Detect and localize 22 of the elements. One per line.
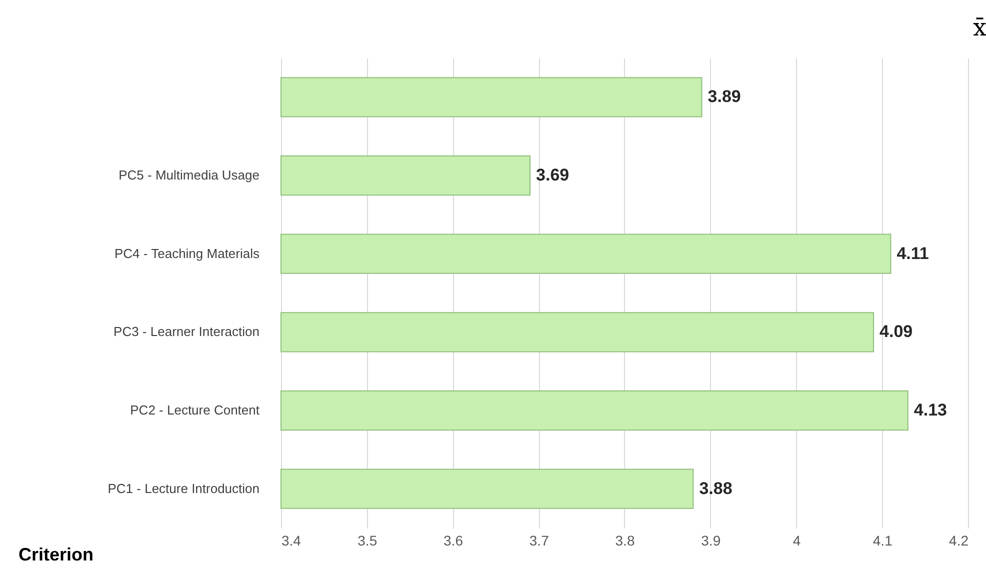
x-tick-label: 3.5	[358, 532, 378, 548]
y-tick-label: PC2 - Lecture Content	[130, 402, 260, 418]
x-tick-label: 3.4	[282, 532, 302, 548]
y-tick-label: PC3 - Learner Interaction	[114, 324, 260, 340]
x-tick-label: 4.2	[949, 532, 969, 548]
x-tick-label: 3.9	[701, 532, 721, 548]
x-tick-label: 3.8	[615, 532, 635, 548]
data-label: 4.13	[914, 400, 947, 420]
y-tick-label: PC5 - Multimedia Usage	[118, 168, 260, 182]
x-tick-label: 4.1	[872, 532, 893, 548]
data-label: 4.09	[880, 322, 913, 342]
x-tick-label: 4	[792, 532, 801, 548]
x-tick-label: 3.7	[529, 532, 550, 548]
y-tick-label: PC4 - Teaching Materials	[114, 246, 260, 261]
data-label: 3.69	[536, 166, 570, 184]
y-tick-label: PC1 - Lecture Introduction	[108, 480, 260, 496]
x-tick-label: 3.6	[444, 532, 464, 548]
data-label: 3.88	[699, 478, 732, 498]
x-axis-title: x̄	[972, 14, 986, 42]
data-label: 3.89	[708, 87, 741, 106]
data-label: 4.11	[896, 244, 929, 263]
y-axis-title: Criterion	[18, 544, 94, 564]
